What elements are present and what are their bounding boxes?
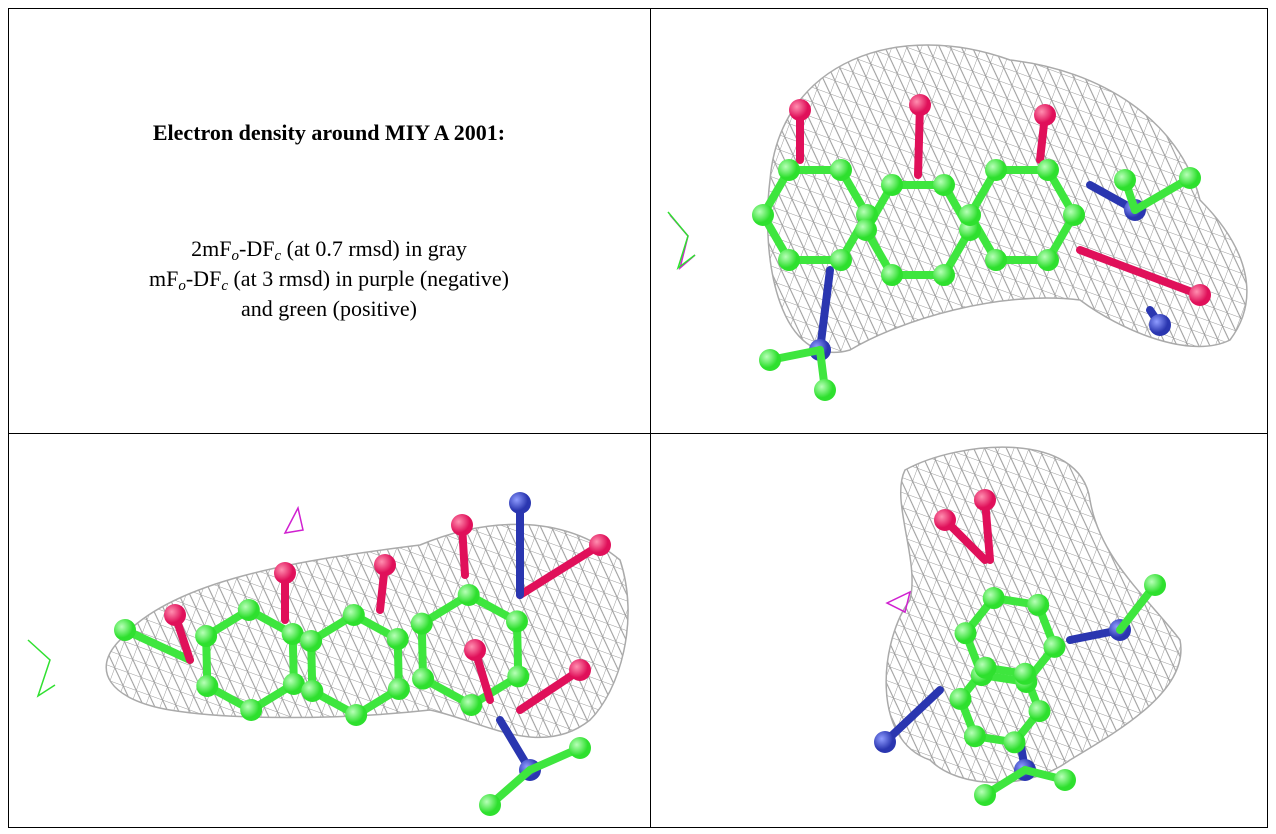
atom (196, 675, 218, 697)
text: (at 0.7 rmsd) in gray (281, 236, 467, 261)
atom (985, 159, 1007, 181)
atom (1014, 663, 1036, 685)
atom (345, 704, 367, 726)
atom (1034, 104, 1056, 126)
subscript: o (232, 248, 240, 264)
atom (1179, 167, 1201, 189)
atom (1003, 731, 1025, 753)
text: and green (positive) (241, 296, 417, 321)
atom (1189, 284, 1211, 306)
atom (274, 562, 296, 584)
atom (752, 204, 774, 226)
atom (778, 249, 800, 271)
figure: Electron density around MIY A 2001: 2mFo… (0, 0, 1276, 834)
atom (460, 694, 482, 716)
atom (778, 159, 800, 181)
atom (874, 731, 896, 753)
atom (974, 489, 996, 511)
atom (759, 349, 781, 371)
atom (1029, 700, 1051, 722)
atom (1054, 769, 1076, 791)
subscript: o (178, 278, 186, 294)
atom (830, 249, 852, 271)
atom (509, 492, 531, 514)
atom (1043, 636, 1065, 658)
atom (569, 659, 591, 681)
atom (240, 699, 262, 721)
atom (387, 628, 409, 650)
atom (464, 639, 486, 661)
atom (974, 784, 996, 806)
atom (933, 264, 955, 286)
atom (506, 610, 528, 632)
atom (479, 794, 501, 816)
atom (855, 219, 877, 241)
subscript: c (221, 278, 228, 294)
atom (789, 99, 811, 121)
atom (933, 174, 955, 196)
atom (589, 534, 611, 556)
atom (114, 619, 136, 641)
caption-cell: Electron density around MIY A 2001: 2mFo… (8, 8, 650, 433)
atom (412, 668, 434, 690)
atom (1144, 574, 1166, 596)
text: 2mF (191, 236, 231, 261)
atom (985, 249, 1007, 271)
text: -DF (239, 236, 274, 261)
legend-line: mFo-DFc (at 3 rmsd) in purple (negative) (8, 266, 650, 295)
text: mF (149, 266, 178, 291)
atom (909, 94, 931, 116)
caption-title: Electron density around MIY A 2001: (8, 120, 650, 146)
density-mesh (768, 45, 1247, 352)
atom (814, 379, 836, 401)
atom (881, 264, 903, 286)
atom (1114, 169, 1136, 191)
atom (1027, 594, 1049, 616)
text: -DF (186, 266, 221, 291)
atom (411, 613, 433, 635)
atom (569, 737, 591, 759)
atom (388, 678, 410, 700)
atom (343, 604, 365, 626)
atom (830, 159, 852, 181)
atom (195, 625, 217, 647)
atom (1063, 204, 1085, 226)
atom (975, 657, 997, 679)
atom (949, 688, 971, 710)
legend-line: 2mFo-DFc (at 0.7 rmsd) in gray (8, 236, 650, 265)
text: (at 3 rmsd) in purple (negative) (228, 266, 509, 291)
atom (1149, 314, 1171, 336)
atom (959, 204, 981, 226)
atom (507, 665, 529, 687)
atom (1037, 159, 1059, 181)
atom (300, 630, 322, 652)
atom (881, 174, 903, 196)
atom (934, 509, 956, 531)
atom (164, 604, 186, 626)
atom (301, 680, 323, 702)
atom (955, 622, 977, 644)
atom (374, 554, 396, 576)
atom (964, 725, 986, 747)
atom (458, 584, 480, 606)
atom (1037, 249, 1059, 271)
atom (238, 599, 260, 621)
legend-line: and green (positive) (8, 296, 650, 322)
atom (451, 514, 473, 536)
atom (983, 587, 1005, 609)
